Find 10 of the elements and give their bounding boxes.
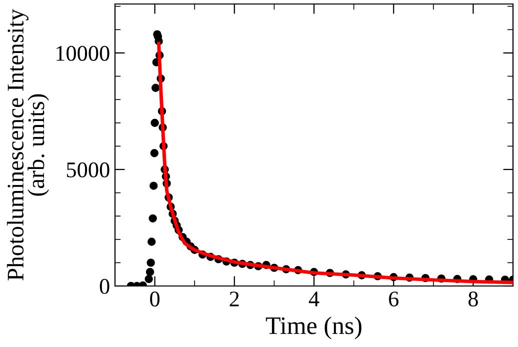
x-axis-title: Time (ns) xyxy=(266,316,362,340)
x-tick-label: 0 xyxy=(150,292,160,306)
y-tick-label: 0 xyxy=(100,278,110,294)
x-tick-label: 8 xyxy=(468,292,478,306)
x-tick-label: 4 xyxy=(308,292,320,306)
y-tick-label: 10000 xyxy=(56,46,110,61)
x-tick-label: 6 xyxy=(389,292,398,306)
x-tick-label: 2 xyxy=(230,292,239,306)
y-tick-label: 5000 xyxy=(66,162,110,178)
y-axis-title: Photoluminescence Intensity (arb. units) xyxy=(6,9,50,280)
